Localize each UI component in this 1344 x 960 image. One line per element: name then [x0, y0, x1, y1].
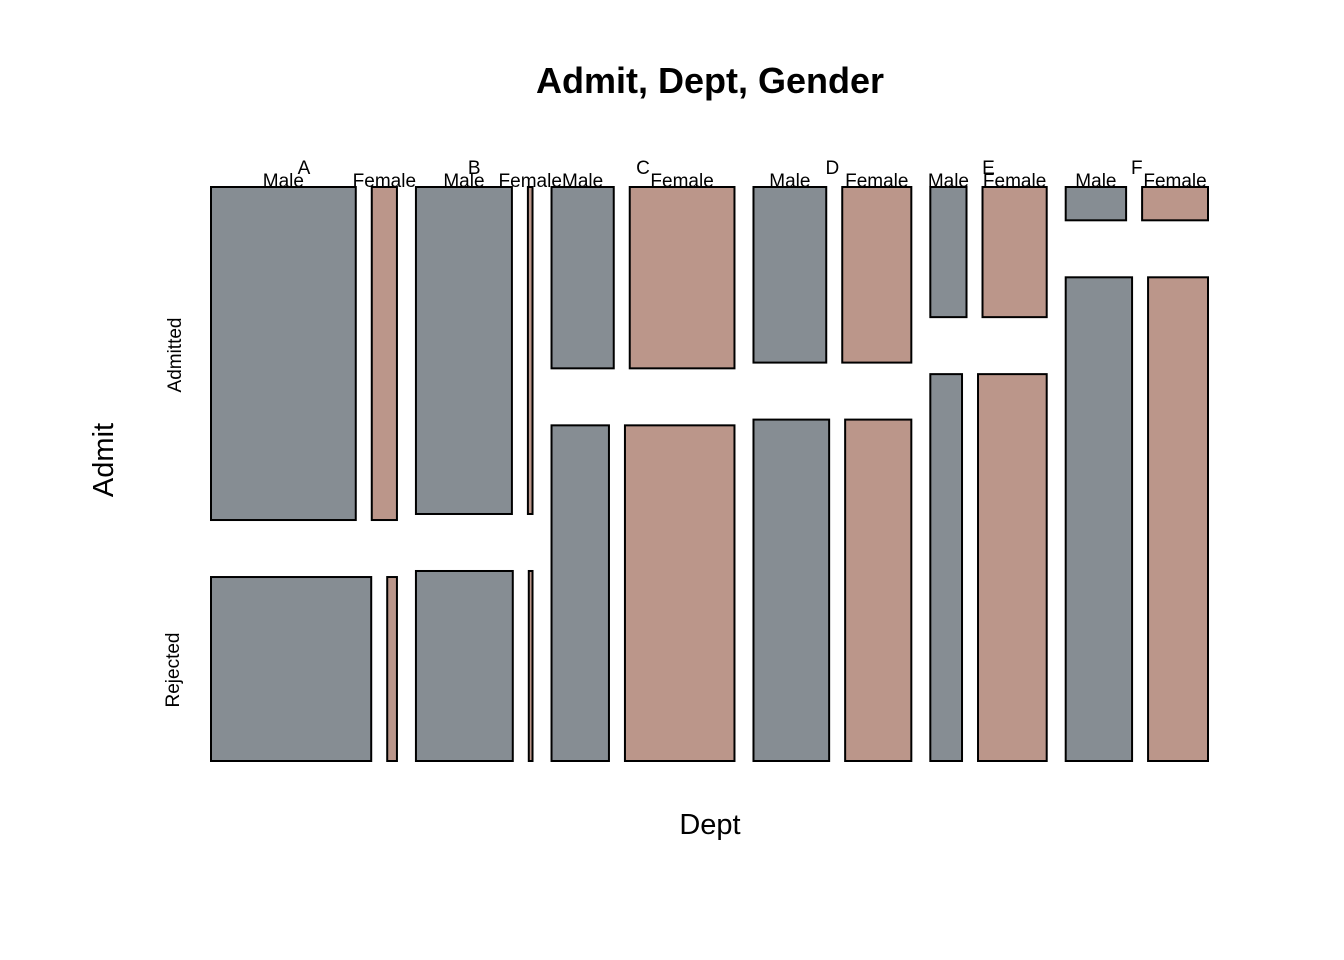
tile-a-male-admitted [210, 186, 357, 522]
tile-d-female-rejected [844, 418, 913, 762]
dept-label-f: F [1131, 158, 1143, 179]
gender-label-e-female: Female [983, 171, 1046, 192]
gender-label-b-male: Male [443, 171, 484, 192]
tile-b-male-rejected [414, 569, 514, 762]
dept-label-a: A [298, 158, 311, 179]
dept-label-e: E [982, 158, 995, 179]
tile-f-female-rejected [1147, 276, 1210, 762]
tile-f-male-rejected [1064, 276, 1134, 762]
tile-d-male-rejected [752, 418, 831, 762]
gender-label-d-male: Male [769, 171, 810, 192]
tile-a-male-rejected [210, 576, 373, 763]
gender-label-e-male: Male [928, 171, 969, 192]
gender-label-f-female: Female [1143, 171, 1206, 192]
tile-c-male-admitted [550, 186, 615, 370]
tile-e-female-admitted [981, 186, 1048, 319]
x-axis-title: Dept [679, 809, 740, 841]
admit-label-rejected: Rejected [163, 633, 184, 708]
admit-label-admitted: Admitted [165, 318, 186, 393]
chart-title: Admit, Dept, Gender [536, 60, 884, 101]
dept-label-b: B [468, 158, 481, 179]
tile-c-female-admitted [628, 186, 736, 370]
tile-c-female-rejected [623, 424, 736, 762]
tile-e-male-rejected [929, 373, 964, 762]
tile-d-female-admitted [841, 186, 913, 364]
mosaic-tiles [210, 186, 1210, 763]
gender-label-a-female: Female [353, 171, 416, 192]
tile-d-male-admitted [752, 186, 828, 364]
tile-c-male-rejected [550, 424, 610, 762]
gender-label-b-female: Female [499, 171, 562, 192]
tile-b-male-admitted [414, 186, 513, 515]
gender-label-c-male: Male [562, 171, 603, 192]
gender-label-f-male: Male [1075, 171, 1116, 192]
gender-label-a-male: Male [263, 171, 304, 192]
tile-e-female-rejected [977, 373, 1048, 762]
dept-label-c: C [636, 158, 650, 179]
tile-a-female-admitted [370, 186, 398, 522]
tile-a-female-rejected [386, 576, 398, 763]
tile-f-female-admitted [1141, 186, 1209, 222]
gender-label-c-female: Female [650, 171, 713, 192]
tile-b-female-rejected [527, 569, 534, 762]
tile-b-female-admitted [526, 186, 534, 515]
gender-label-d-female: Female [845, 171, 908, 192]
tile-e-male-admitted [929, 186, 968, 319]
dept-label-d: D [826, 158, 840, 179]
tile-f-male-admitted [1064, 186, 1128, 222]
y-axis-title: Admit [88, 423, 120, 497]
